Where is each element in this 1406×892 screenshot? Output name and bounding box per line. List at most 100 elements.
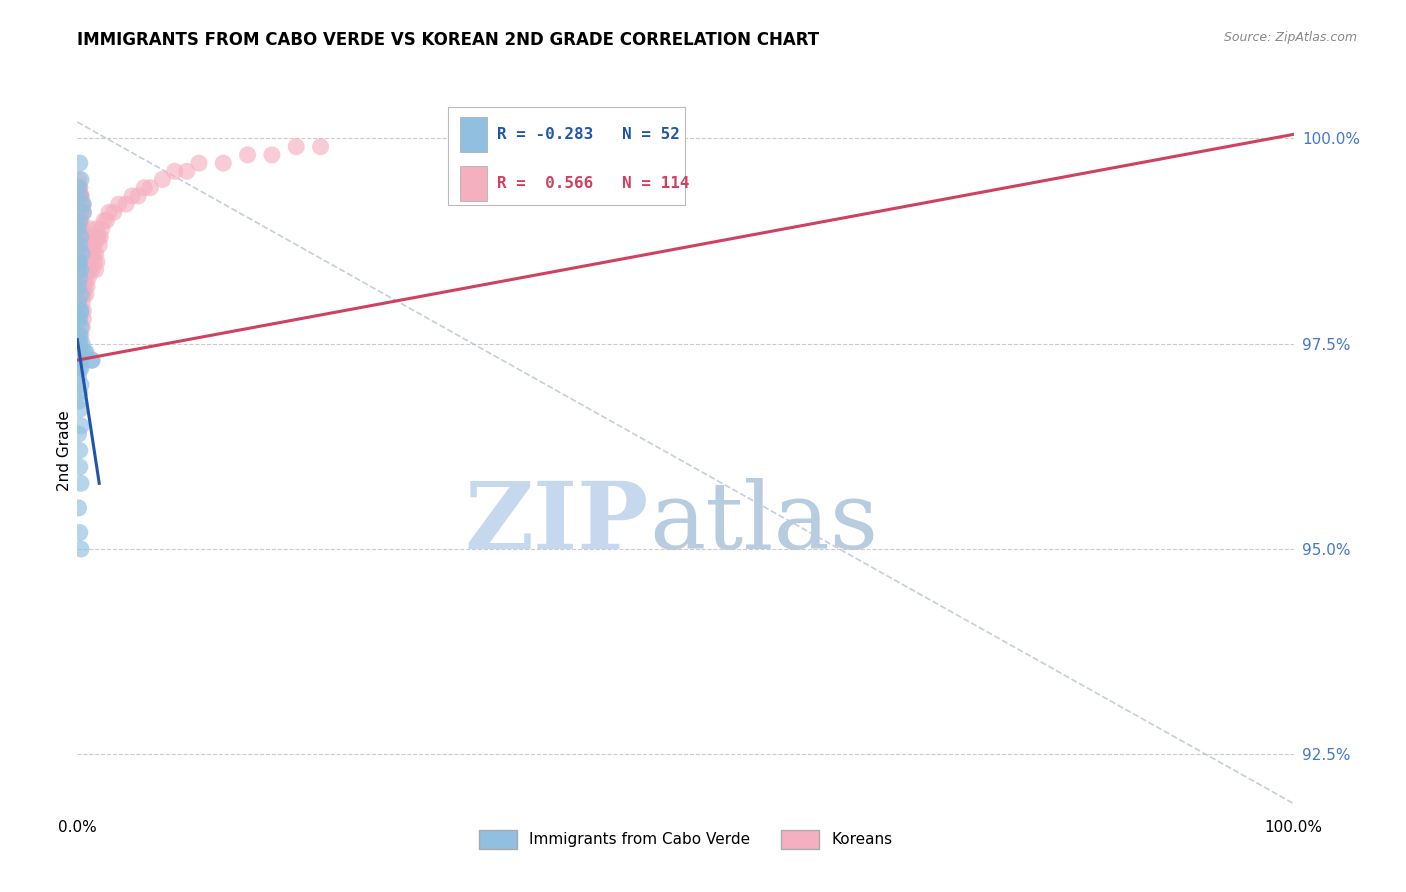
Point bbox=[69, 386, 91, 401]
Point bbox=[121, 189, 143, 203]
Point bbox=[188, 156, 211, 170]
Point bbox=[285, 139, 308, 153]
Point bbox=[79, 246, 101, 260]
Point bbox=[89, 238, 111, 252]
Point bbox=[73, 262, 96, 277]
Point bbox=[72, 312, 94, 326]
Point bbox=[84, 246, 107, 260]
Point bbox=[77, 271, 100, 285]
Point bbox=[76, 230, 98, 244]
Point bbox=[69, 189, 91, 203]
Text: atlas: atlas bbox=[650, 478, 879, 567]
Point bbox=[176, 164, 198, 178]
Point bbox=[127, 189, 149, 203]
Point bbox=[70, 230, 93, 244]
Point bbox=[70, 418, 93, 433]
Point bbox=[212, 156, 235, 170]
Point bbox=[72, 304, 94, 318]
Point bbox=[76, 262, 98, 277]
Point bbox=[67, 312, 90, 326]
Point bbox=[70, 353, 93, 368]
Point bbox=[84, 262, 107, 277]
Point bbox=[103, 205, 125, 219]
Point bbox=[75, 254, 97, 268]
Point bbox=[69, 180, 91, 194]
Point bbox=[70, 197, 93, 211]
Point bbox=[80, 238, 103, 252]
Point bbox=[70, 189, 93, 203]
Point bbox=[72, 287, 94, 301]
Point bbox=[80, 353, 103, 368]
Point bbox=[77, 238, 100, 252]
Point bbox=[69, 353, 91, 368]
Point bbox=[70, 304, 93, 318]
Point bbox=[70, 230, 93, 244]
Point bbox=[86, 254, 108, 268]
Point bbox=[69, 213, 91, 227]
Legend: Immigrants from Cabo Verde, Koreans: Immigrants from Cabo Verde, Koreans bbox=[472, 824, 898, 855]
Point bbox=[75, 271, 97, 285]
Point bbox=[87, 230, 110, 244]
Point bbox=[67, 213, 90, 227]
Point bbox=[69, 180, 91, 194]
Point bbox=[80, 262, 103, 277]
Y-axis label: 2nd Grade: 2nd Grade bbox=[56, 410, 72, 491]
Point bbox=[67, 221, 90, 235]
Point bbox=[70, 230, 93, 244]
Point bbox=[69, 328, 91, 343]
Point bbox=[70, 205, 93, 219]
Point bbox=[69, 238, 91, 252]
Point bbox=[83, 238, 105, 252]
Point bbox=[69, 361, 91, 376]
Point bbox=[67, 254, 90, 268]
Point bbox=[309, 139, 332, 153]
Point bbox=[70, 246, 93, 260]
Point bbox=[163, 164, 186, 178]
Point bbox=[72, 205, 94, 219]
Point bbox=[89, 230, 111, 244]
Point bbox=[67, 345, 90, 359]
Point bbox=[69, 402, 91, 417]
Point bbox=[70, 172, 93, 186]
Point bbox=[67, 328, 90, 343]
Point bbox=[70, 304, 93, 318]
Point bbox=[70, 230, 93, 244]
Point bbox=[69, 238, 91, 252]
Point bbox=[67, 394, 90, 409]
Point bbox=[115, 197, 138, 211]
Point bbox=[72, 230, 94, 244]
Point bbox=[70, 287, 93, 301]
Point bbox=[67, 262, 90, 277]
Point bbox=[67, 279, 90, 293]
Point bbox=[73, 345, 96, 359]
Point bbox=[70, 213, 93, 227]
Point bbox=[72, 197, 94, 211]
Point bbox=[139, 180, 162, 194]
Point bbox=[70, 230, 93, 244]
Point bbox=[80, 254, 103, 268]
Point bbox=[70, 271, 93, 285]
Point bbox=[82, 246, 104, 260]
Text: ZIP: ZIP bbox=[465, 478, 650, 567]
Point bbox=[72, 254, 94, 268]
Point bbox=[69, 345, 91, 359]
Point bbox=[69, 443, 91, 458]
Point bbox=[72, 205, 94, 219]
Point bbox=[70, 246, 93, 260]
Point bbox=[70, 189, 93, 203]
Text: IMMIGRANTS FROM CABO VERDE VS KOREAN 2ND GRADE CORRELATION CHART: IMMIGRANTS FROM CABO VERDE VS KOREAN 2ND… bbox=[77, 31, 820, 49]
Point bbox=[152, 172, 174, 186]
Point bbox=[69, 336, 91, 351]
Point bbox=[73, 238, 96, 252]
Point bbox=[73, 279, 96, 293]
Point bbox=[67, 500, 90, 515]
Point bbox=[70, 287, 93, 301]
Point bbox=[67, 369, 90, 384]
Point bbox=[69, 312, 91, 326]
Point bbox=[80, 353, 103, 368]
Point bbox=[73, 238, 96, 252]
Point bbox=[70, 254, 93, 268]
Point bbox=[70, 246, 93, 260]
Point bbox=[69, 304, 91, 318]
Point bbox=[69, 336, 91, 351]
